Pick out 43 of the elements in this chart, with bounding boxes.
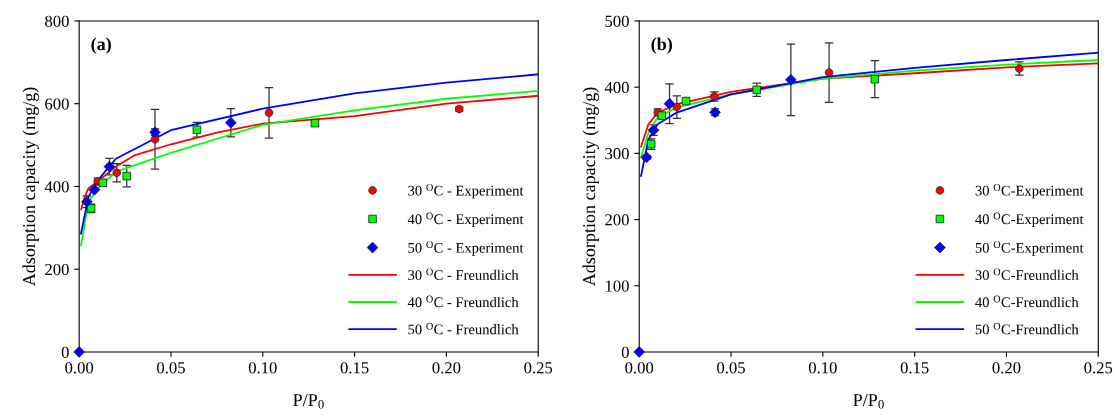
legend-label: 30 $^{O}$C-Freundlich (975, 268, 1079, 280)
y-tick-label: 800 (45, 15, 69, 27)
legend-label: 30 $^{O}$C-Experiment (975, 183, 1084, 199)
legend-label: 40 $^{O}$C-Experiment (975, 212, 1084, 228)
y-tick-label: 200 (605, 214, 629, 226)
y-tick-label: 200 (45, 263, 69, 276)
y-tick-label: 100 (605, 280, 629, 292)
x-tick-label: 0.15 (340, 362, 369, 374)
legend-label: 50 $^{O}$C - Freundlich (408, 322, 519, 335)
x-tick-label: 0.20 (992, 362, 1021, 374)
y-tick-label: 600 (45, 98, 69, 110)
x-tick-label: 0.25 (524, 362, 553, 374)
x-tick-label: 0.00 (65, 362, 94, 374)
legend-label: 50 $^{O}$C-Freundlich (975, 322, 1079, 335)
y-tick-label: 0 (621, 346, 629, 358)
y-axis-title: Adsorption capacity (mg/g) (22, 87, 39, 287)
x-tick-label: 0.05 (717, 362, 745, 374)
y-tick-label: 0 (61, 346, 69, 358)
x-tick-label: 0.10 (808, 362, 837, 374)
legend-label: 50 $^{O}$C-Experiment (975, 241, 1084, 256)
legend-label: 30 $^{O}$C - Experiment (408, 183, 524, 199)
y-tick-label: 500 (605, 15, 629, 27)
x-axis-title: P/P$_{0}$ (293, 394, 324, 409)
y-tick-label: 400 (604, 81, 629, 94)
y-axis-title: Adsorption capacity (mg/g) (582, 87, 599, 287)
legend-label: 40 $^{O}$C - Freundlich (407, 295, 519, 308)
legend-label: 40 $^{O}$C - Experiment (407, 212, 524, 228)
x-axis-title: P/P$_{0}$ (853, 394, 884, 409)
legend-label: 50 $^{O}$C - Experiment (408, 241, 524, 256)
x-tick-label: 0.20 (432, 362, 461, 374)
x-tick-label: 0.00 (625, 362, 654, 374)
legend-label: 40 $^{O}$C-Freundlich (975, 295, 1079, 308)
text: (b) (651, 37, 672, 54)
legend-label: 30 $^{O}$C - Freundlich (408, 268, 519, 280)
x-tick-label: 0.05 (157, 362, 185, 374)
y-tick-label: 300 (605, 148, 629, 160)
line-series (80, 94, 539, 211)
x-tick-label: 0.25 (1084, 362, 1113, 374)
y-tick-label: 400 (44, 181, 69, 193)
x-tick-label: 0.10 (248, 362, 277, 374)
line-series (80, 73, 539, 235)
text: (a) (91, 37, 111, 54)
x-tick-label: 0.15 (900, 362, 929, 374)
